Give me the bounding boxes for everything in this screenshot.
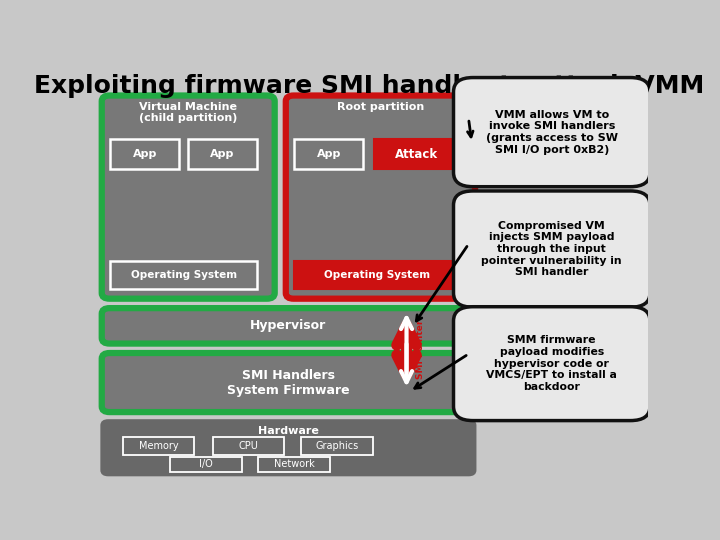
FancyBboxPatch shape <box>102 353 475 412</box>
Text: Exploiting firmware SMI handler to attack VMM: Exploiting firmware SMI handler to attac… <box>34 75 703 98</box>
Bar <box>212 437 284 455</box>
Bar <box>110 139 179 168</box>
Bar <box>294 261 461 289</box>
FancyBboxPatch shape <box>454 191 650 307</box>
Text: Operating System: Operating System <box>325 270 431 280</box>
Text: Hypervisor: Hypervisor <box>251 319 327 332</box>
Text: SMI Handlers
System Firmware: SMI Handlers System Firmware <box>227 369 350 396</box>
Text: SMM firmware
payload modifies
hypervisor code or
VMCS/EPT to install a
backdoor: SMM firmware payload modifies hypervisor… <box>486 335 617 392</box>
Bar <box>258 456 330 472</box>
Bar <box>170 456 242 472</box>
Text: Attack: Attack <box>395 147 438 160</box>
Bar <box>188 139 257 168</box>
Bar <box>110 261 257 289</box>
FancyBboxPatch shape <box>102 308 475 343</box>
Text: App: App <box>132 149 157 159</box>
FancyBboxPatch shape <box>102 96 275 299</box>
Text: Memory: Memory <box>139 441 179 451</box>
Bar <box>122 437 194 455</box>
FancyBboxPatch shape <box>454 307 650 421</box>
Text: App: App <box>317 149 341 159</box>
Text: I/O: I/O <box>199 460 213 469</box>
FancyBboxPatch shape <box>454 78 650 187</box>
Text: Root partition: Root partition <box>337 102 424 112</box>
FancyBboxPatch shape <box>102 421 475 475</box>
Text: App: App <box>210 149 235 159</box>
Text: SMI Pointer: SMI Pointer <box>416 320 426 379</box>
Bar <box>294 139 364 168</box>
Text: Virtual Machine
(child partition): Virtual Machine (child partition) <box>139 102 238 123</box>
Text: Graphics: Graphics <box>315 441 359 451</box>
Text: Network: Network <box>274 460 315 469</box>
Text: Compromised VM
injects SMM payload
through the input
pointer vulnerability in
SM: Compromised VM injects SMM payload throu… <box>482 221 622 277</box>
Bar <box>374 139 459 168</box>
Text: Operating System: Operating System <box>130 270 237 280</box>
Bar <box>301 437 372 455</box>
Text: Hardware: Hardware <box>258 426 319 436</box>
FancyBboxPatch shape <box>286 96 475 299</box>
Text: VMM allows VM to
invoke SMI handlers
(grants access to SW
SMI I/O port 0xB2): VMM allows VM to invoke SMI handlers (gr… <box>486 110 618 154</box>
Text: CPU: CPU <box>238 441 258 451</box>
